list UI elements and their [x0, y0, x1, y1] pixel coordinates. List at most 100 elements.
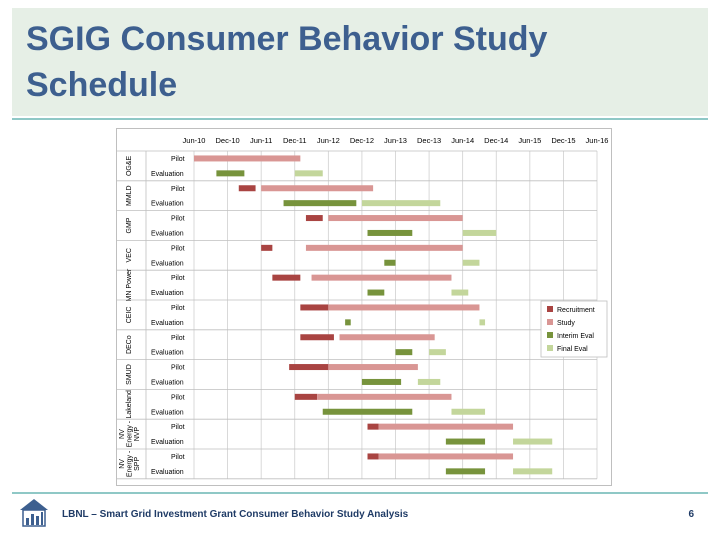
- gantt-chart: Jun-10 Dec-10 Jun-11 Dec-11 Jun-12 Dec-12 Jun-…: [116, 128, 612, 486]
- row-label: Pilot: [171, 335, 185, 342]
- group-label: SMUD: [126, 364, 133, 385]
- gantt-bar: [378, 453, 514, 460]
- row-label: Pilot: [171, 186, 185, 193]
- gantt-bar: [479, 319, 486, 326]
- gantt-bar: [289, 364, 329, 371]
- gantt-bar: [451, 289, 469, 296]
- slide-title: SGIG Consumer Behavior Study Schedule: [26, 20, 548, 104]
- row-label: Evaluation: [151, 439, 184, 446]
- gantt-bar: [317, 393, 452, 400]
- x-tick-label: Dec-15: [551, 136, 575, 145]
- x-tick-label: Dec-10: [215, 136, 239, 145]
- row-label: Evaluation: [151, 350, 184, 357]
- gantt-bar: [451, 408, 486, 415]
- gantt-bar: [395, 349, 413, 356]
- group-label: OG&E: [126, 155, 133, 176]
- group-label: Lakeland: [126, 390, 133, 419]
- gantt-bar: [305, 215, 323, 222]
- gantt-bar: [305, 244, 463, 251]
- gantt-bar: [328, 304, 480, 311]
- gantt-bar: [238, 185, 256, 192]
- row-label: Pilot: [171, 454, 185, 461]
- x-tick-label: Dec-14: [484, 136, 508, 145]
- legend-label: Final Eval: [557, 346, 588, 353]
- group-label: NVEnergy -SPP: [119, 450, 141, 477]
- legend-label: Interim Eval: [557, 333, 594, 340]
- gantt-bar: [300, 304, 329, 311]
- row-label: Pilot: [171, 245, 185, 252]
- gantt-bar: [311, 274, 452, 281]
- x-tick-label: Jun-14: [451, 136, 474, 145]
- x-tick-label: Jun-13: [384, 136, 407, 145]
- gantt-bar: [294, 170, 323, 177]
- row-label: Evaluation: [151, 171, 184, 178]
- row-label: Pilot: [171, 365, 185, 372]
- group-label: VEC: [126, 248, 133, 262]
- gantt-bar: [367, 423, 379, 430]
- row-label: Pilot: [171, 394, 185, 401]
- legend-swatch: [547, 306, 553, 312]
- legend-swatch: [547, 332, 553, 338]
- row-label: Evaluation: [151, 290, 184, 297]
- group-label: NVEnergy -NVP: [119, 420, 141, 447]
- gantt-bar: [272, 274, 301, 281]
- gantt-bar: [361, 378, 402, 385]
- x-tick-label: Jun-12: [317, 136, 340, 145]
- gantt-bar: [513, 438, 553, 445]
- group-label: GMP: [126, 217, 133, 233]
- title-rule: [12, 118, 708, 120]
- gantt-bar: [294, 393, 318, 400]
- gantt-bar: [322, 408, 413, 415]
- gantt-bar: [417, 378, 441, 385]
- gantt-bar: [328, 215, 463, 222]
- row-label: Evaluation: [151, 230, 184, 237]
- gantt-bar: [462, 229, 497, 236]
- gantt-bar: [367, 289, 385, 296]
- row-label: Evaluation: [151, 201, 184, 208]
- group-label: MMLD: [126, 185, 133, 206]
- gantt-chart-svg: Jun-10 Dec-10 Jun-11 Dec-11 Jun-12 Dec-12 Jun-…: [117, 136, 609, 480]
- group-label: CEIC: [126, 307, 133, 324]
- row-label: Pilot: [171, 275, 185, 282]
- row-label: Pilot: [171, 156, 185, 163]
- gantt-bar: [429, 349, 446, 356]
- group-label: DECo: [126, 335, 133, 354]
- legend-swatch: [547, 319, 553, 325]
- gantt-bar: [378, 423, 514, 430]
- footer-rule: [12, 492, 708, 494]
- title-band: SGIG Consumer Behavior Study Schedule: [12, 8, 708, 116]
- legend-label: Recruitment: [557, 307, 595, 314]
- legend-swatch: [547, 345, 553, 351]
- row-label: Evaluation: [151, 379, 184, 386]
- row-label: Evaluation: [151, 469, 184, 476]
- x-tick-label: Jun-16: [586, 136, 609, 145]
- gantt-bar: [384, 259, 396, 266]
- gantt-bar: [261, 244, 273, 251]
- x-tick-label: Jun-15: [518, 136, 541, 145]
- row-label: Evaluation: [151, 260, 184, 267]
- gantt-bar: [283, 200, 357, 207]
- gantt-bar: [367, 453, 379, 460]
- gantt-bar: [194, 155, 301, 162]
- page-number: 6: [688, 509, 694, 520]
- row-label: Evaluation: [151, 320, 184, 327]
- house-chart-logo-icon: [16, 496, 52, 528]
- gantt-bar: [445, 468, 486, 475]
- gantt-bar: [261, 185, 374, 192]
- gantt-bar: [361, 200, 441, 207]
- legend-label: Study: [557, 320, 575, 327]
- gantt-bar: [339, 334, 435, 341]
- gantt-bar: [445, 438, 486, 445]
- gantt-bar: [367, 229, 413, 236]
- x-tick-label: Jun-11: [250, 136, 272, 145]
- gantt-bar: [300, 334, 334, 341]
- row-label: Pilot: [171, 424, 185, 431]
- gantt-bar: [345, 319, 351, 326]
- x-tick-label: Dec-11: [283, 136, 307, 145]
- gantt-bar: [513, 468, 553, 475]
- x-tick-label: Dec-12: [350, 136, 374, 145]
- x-tick-label: Jun-10: [183, 136, 206, 145]
- row-label: Pilot: [171, 305, 185, 312]
- x-tick-label: Dec-13: [417, 136, 441, 145]
- row-label: Evaluation: [151, 409, 184, 416]
